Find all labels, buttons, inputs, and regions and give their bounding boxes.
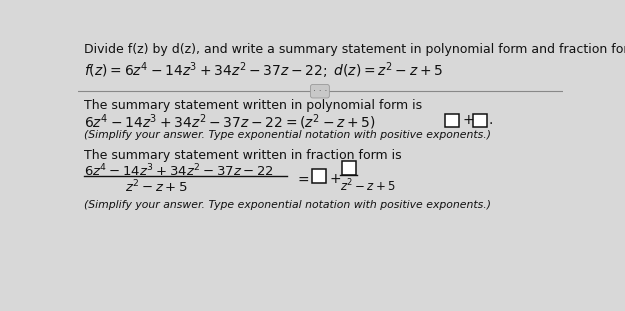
Text: (Simplify your answer. Type exponential notation with positive exponents.): (Simplify your answer. Type exponential … <box>84 200 491 210</box>
Text: Divide f(z) by d(z), and write a summary statement in polynomial form and fracti: Divide f(z) by d(z), and write a summary… <box>84 44 625 57</box>
Text: $z^2-z+5$: $z^2-z+5$ <box>124 178 188 195</box>
Text: $6z^4-14z^3+34z^2-37z-22$: $6z^4-14z^3+34z^2-37z-22$ <box>84 163 274 179</box>
Text: $.$: $.$ <box>488 113 493 127</box>
Text: $+$: $+$ <box>329 172 341 186</box>
Text: $+$: $+$ <box>462 113 474 127</box>
Text: (Simplify your answer. Type exponential notation with positive exponents.): (Simplify your answer. Type exponential … <box>84 130 491 140</box>
FancyBboxPatch shape <box>446 114 459 128</box>
FancyBboxPatch shape <box>312 169 326 183</box>
Text: · · ·: · · · <box>312 87 327 96</box>
Text: The summary statement written in polynomial form is: The summary statement written in polynom… <box>84 99 422 112</box>
Text: $=$: $=$ <box>295 172 310 186</box>
Text: $f(z)=6z^4-14z^3+34z^2-37z-22;\;d(z)=z^2-z+5$: $f(z)=6z^4-14z^3+34z^2-37z-22;\;d(z)=z^2… <box>84 60 443 81</box>
Text: The summary statement written in fraction form is: The summary statement written in fractio… <box>84 149 402 162</box>
Text: $z^2-z+5$: $z^2-z+5$ <box>340 178 396 194</box>
FancyBboxPatch shape <box>342 161 356 175</box>
Text: $6z^4-14z^3+34z^2-37z-22=\left(z^2-z+5\right)$: $6z^4-14z^3+34z^2-37z-22=\left(z^2-z+5\r… <box>84 113 376 132</box>
FancyBboxPatch shape <box>473 114 488 128</box>
